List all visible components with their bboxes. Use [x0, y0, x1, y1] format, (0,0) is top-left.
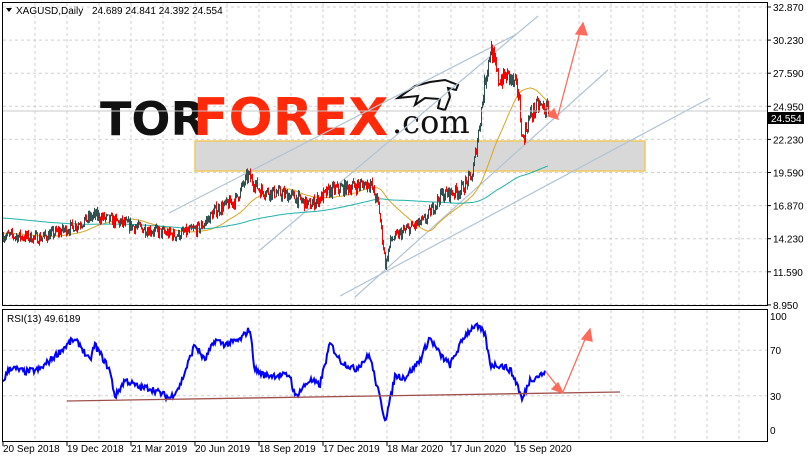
rsi-tick-label: 30 [770, 392, 782, 403]
price-tick-label: 16.870 [773, 202, 804, 213]
rsi-line [2, 322, 546, 422]
trendline [354, 69, 609, 298]
date-tick-label: 17 Jun 2020 [451, 444, 506, 455]
date-tick-label: 20 Jun 2019 [195, 444, 250, 455]
date-tick-label: 17 Dec 2019 [323, 444, 380, 455]
price-tick-label: 19.590 [773, 169, 804, 180]
rsi-tick-label: 0 [770, 426, 776, 437]
moving-average-line [2, 87, 549, 237]
arrow-head [550, 381, 565, 395]
candles [3, 40, 549, 270]
bull-icon [394, 78, 460, 112]
trendline [339, 97, 711, 297]
main-panel-border [2, 2, 768, 306]
price-axis[interactable]: 32.870 30.230 27.590 24.950 22.230 19.590 16.8… [767, 3, 804, 312]
date-tick-label: 18 Mar 2020 [387, 444, 444, 455]
rsi-title: RSI(13) 49.6189 [7, 314, 81, 325]
triangle-down-icon[interactable] [6, 8, 12, 12]
price-tick-label: 22.230 [773, 135, 804, 146]
support-zone [194, 140, 646, 172]
rsi-panel-border [2, 309, 768, 442]
moving-averages [2, 87, 549, 237]
time-axis[interactable]: 20 Sep 2018 19 Dec 2018 21 Mar 2019 20 Jun … [2, 442, 572, 455]
current-price-label: 24.554 [771, 114, 802, 125]
date-tick-label: 15 Sep 2020 [515, 444, 572, 455]
date-tick-label: 19 Dec 2018 [67, 444, 124, 455]
symbol-label: XAGUSD,Daily [16, 6, 83, 17]
grid [3, 3, 767, 441]
date-tick-label: 18 Sep 2019 [259, 444, 316, 455]
price-tick-label: 8.950 [773, 301, 798, 312]
rsi-support-line [66, 391, 621, 402]
forecast-arrows [544, 21, 588, 121]
ohlc-values: 24.689 24.841 24.392 24.554 [92, 6, 223, 17]
rsi-tick-label: 70 [770, 346, 782, 357]
date-tick-label: 21 Mar 2019 [131, 444, 188, 455]
rsi-axis: 100 70 30 0 [770, 312, 787, 437]
price-tick-label: 27.590 [773, 69, 804, 80]
arrow-head [580, 327, 593, 342]
price-tick-label: 30.230 [773, 36, 804, 47]
date-tick-label: 20 Sep 2018 [3, 444, 60, 455]
logo-forex: FOREX [193, 88, 388, 148]
price-tick-label: 14.230 [773, 235, 804, 246]
rsi-panel [2, 322, 546, 422]
logo-tor: TOR [100, 92, 206, 146]
torforex-logo: TOR FOREX .com [100, 78, 470, 148]
price-tick-label: 24.950 [773, 102, 804, 113]
logo-com: .com [392, 103, 470, 141]
trendlines [168, 15, 711, 298]
moving-average-line [2, 165, 549, 230]
price-tick-label: 32.870 [773, 3, 804, 14]
current-price-badge [768, 112, 804, 124]
price-tick-label: 11.590 [773, 268, 803, 279]
rsi-forecast-arrows [545, 327, 593, 395]
arrow-head [574, 21, 588, 36]
rsi-tick-label: 100 [770, 312, 787, 323]
arrow-head [546, 107, 560, 121]
trendline [168, 34, 516, 214]
